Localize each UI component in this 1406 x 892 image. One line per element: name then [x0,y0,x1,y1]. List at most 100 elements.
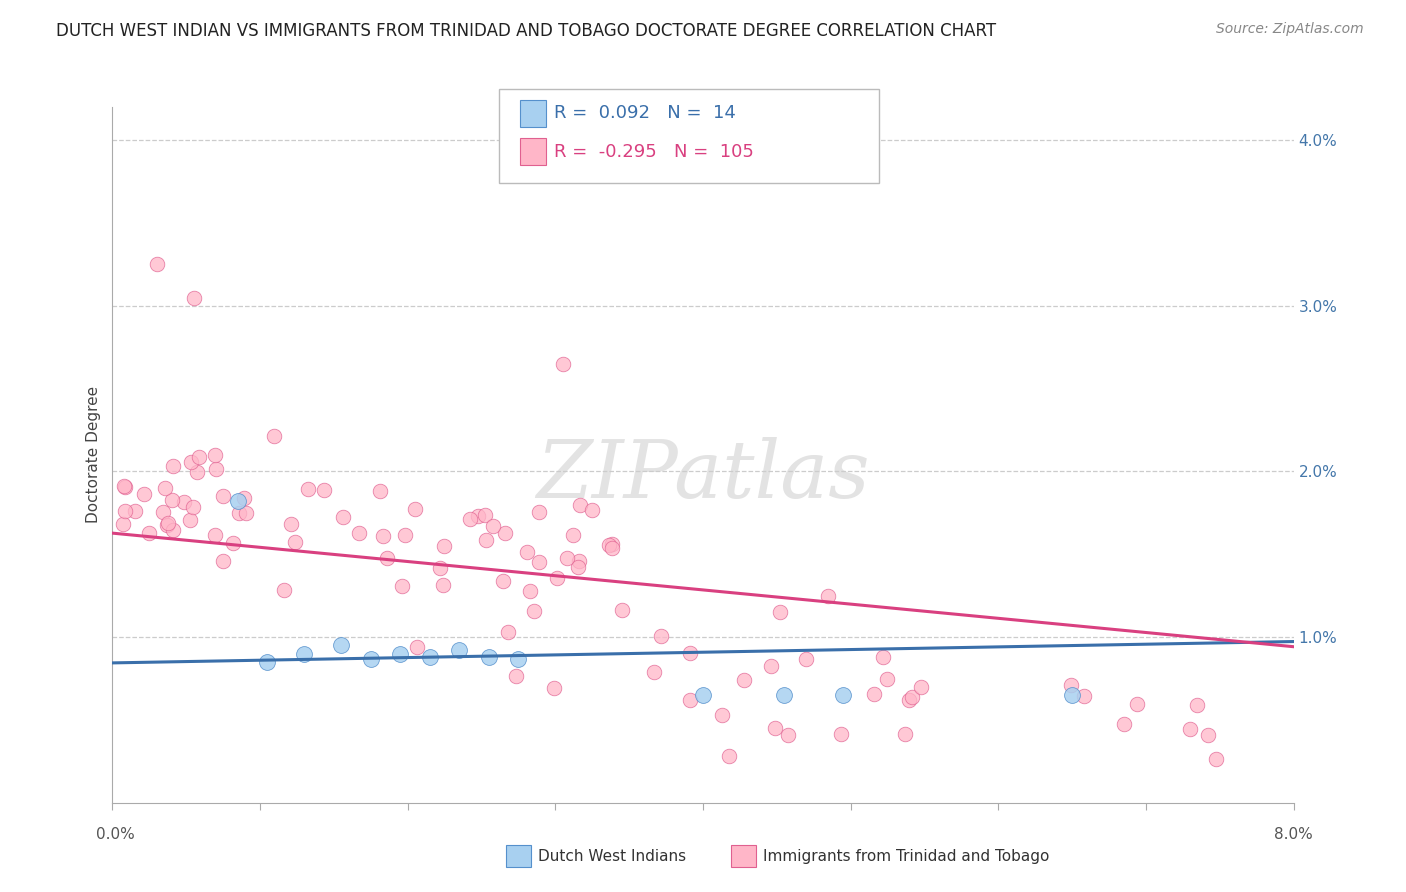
Point [429,561,451,575]
Point [769,605,792,619]
Point [600,536,623,550]
Point [1205,752,1227,766]
Point [157,516,180,531]
Point [1178,722,1201,736]
Point [432,539,454,553]
Point [1197,728,1219,742]
Point [162,523,184,537]
Point [710,708,733,723]
Point [188,450,211,464]
Point [183,291,205,305]
Point [368,483,391,498]
Point [152,505,174,519]
Point [284,535,307,549]
Point [204,448,226,462]
Point [153,481,176,495]
Point [568,554,591,568]
Point [894,727,917,741]
Point [508,651,530,665]
Point [863,687,886,701]
Point [233,491,256,506]
Point [897,693,920,707]
Text: DUTCH WEST INDIAN VS IMMIGRANTS FROM TRINIDAD AND TOBAGO DOCTORATE DEGREE CORREL: DUTCH WEST INDIAN VS IMMIGRANTS FROM TRI… [56,22,997,40]
Point [280,516,302,531]
Point [692,688,714,702]
Point [515,545,537,559]
Point [717,749,740,764]
Text: 8.0%: 8.0% [1274,827,1313,841]
Point [114,504,136,518]
Point [1062,688,1084,702]
Point [205,462,228,476]
Point [817,589,839,603]
Point [186,466,208,480]
Point [474,508,496,522]
Point [1126,697,1149,711]
Point [432,578,454,592]
Point [173,494,195,508]
Point [297,482,319,496]
Point [389,647,412,661]
Point [155,517,177,532]
Point [162,458,184,473]
Point [612,603,634,617]
Point [568,498,591,512]
Y-axis label: Doctorate Degree: Doctorate Degree [86,386,101,524]
Point [759,659,782,673]
Point [1185,698,1208,712]
Point [643,665,665,679]
Point [112,479,135,493]
Point [478,650,501,665]
Point [132,486,155,500]
Point [204,527,226,541]
Point [529,505,551,519]
Point [1060,677,1083,691]
Point [394,528,416,542]
Point [527,556,550,570]
Point [373,529,395,543]
Point [876,672,898,686]
Point [347,526,370,541]
Point [900,690,922,704]
Point [467,508,489,523]
Point [228,506,250,520]
Point [679,693,702,707]
Point [273,583,295,598]
Point [650,629,672,643]
Text: 0.0%: 0.0% [96,827,135,841]
Point [494,526,516,541]
Point [1073,689,1095,703]
Point [146,257,169,271]
Point [212,554,235,568]
Point [679,647,702,661]
Point [180,455,202,469]
Point [832,688,855,702]
Text: R =  0.092   N =  14: R = 0.092 N = 14 [554,104,735,122]
Point [555,550,578,565]
Point [179,513,201,527]
Point [551,357,574,371]
Point [112,516,135,531]
Point [546,571,568,585]
Point [830,727,852,741]
Point [458,512,481,526]
Point [492,574,515,588]
Point [872,650,894,665]
Text: R =  -0.295   N =  105: R = -0.295 N = 105 [554,143,754,161]
Point [796,652,818,666]
Point [449,643,471,657]
Point [256,655,278,669]
Point [773,688,796,702]
Text: Immigrants from Trinidad and Tobago: Immigrants from Trinidad and Tobago [763,849,1050,863]
Point [561,528,583,542]
Point [226,494,249,508]
Point [733,673,755,687]
Point [776,728,799,742]
Point [212,489,235,503]
Point [1114,717,1136,731]
Point [181,500,204,514]
Point [391,579,413,593]
Point [312,483,335,497]
Point [292,647,315,661]
Point [360,651,382,665]
